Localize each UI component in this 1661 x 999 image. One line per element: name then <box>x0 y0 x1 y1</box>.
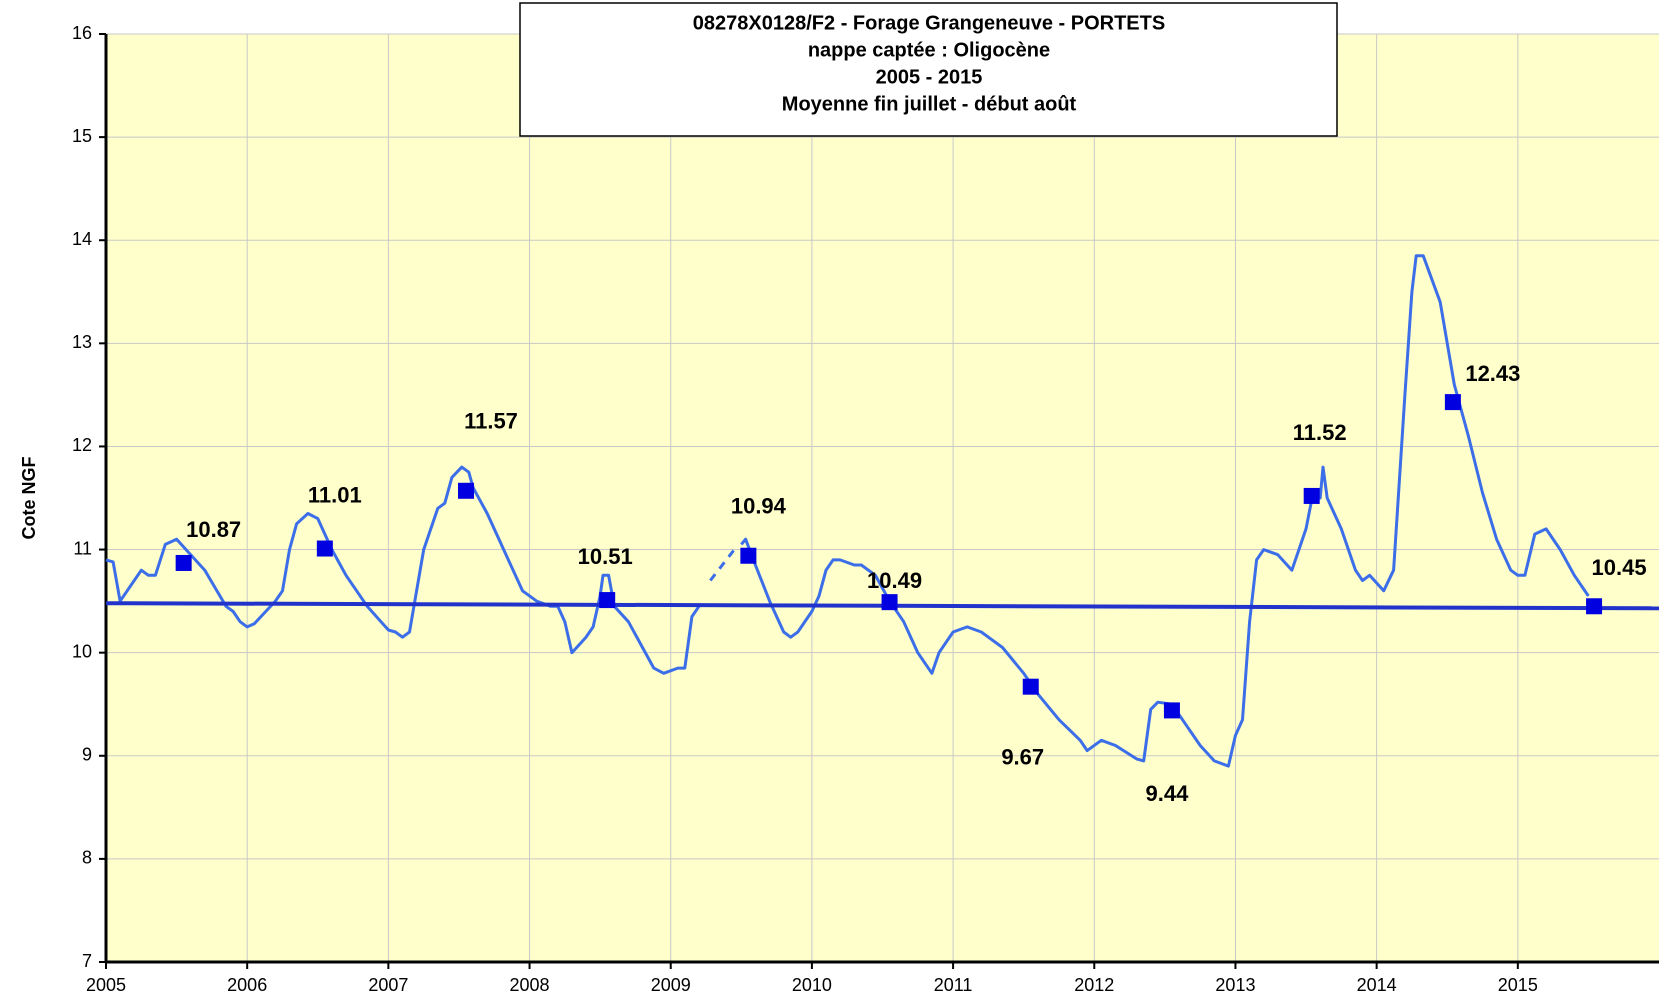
x-tick-label: 2013 <box>1215 975 1255 995</box>
x-tick-label: 2010 <box>792 975 832 995</box>
chart-title: 08278X0128/F2 - Forage Grangeneuve - POR… <box>693 12 1165 34</box>
y-tick-label: 11 <box>73 538 92 558</box>
data-line <box>105 254 1590 768</box>
data-label: 10.87 <box>186 517 241 542</box>
data-point <box>1444 394 1461 411</box>
y-tick-label: 8 <box>82 848 92 868</box>
chart-subtitle: 2005 - 2015 <box>876 66 983 88</box>
data-label: 12.43 <box>1465 361 1520 386</box>
data-label: 9.67 <box>1001 745 1044 770</box>
data-point <box>1163 702 1180 719</box>
data-point <box>1022 678 1039 695</box>
plot-area: 7 8 9 10 11 12 13 14 15 16 2005 2006 2007 2008 2009 201… <box>72 23 1660 995</box>
y-tick-label: 9 <box>82 745 92 765</box>
data-label: 10.49 <box>867 568 922 593</box>
data-point <box>599 592 616 609</box>
data-label: 11.57 <box>464 409 518 434</box>
chart-subtitle: nappe captée : Oligocène <box>808 39 1050 61</box>
data-point <box>458 482 475 499</box>
data-label: 11.01 <box>308 482 362 507</box>
x-tick-label: 2009 <box>651 975 691 995</box>
y-tick-label: 12 <box>72 435 92 455</box>
title-box <box>519 2 1338 137</box>
data-label: 10.94 <box>731 494 787 519</box>
x-tick-label: 2014 <box>1357 975 1397 995</box>
data-label: 11.52 <box>1293 420 1347 445</box>
y-tick-label: 15 <box>72 126 92 146</box>
x-tick-label: 2007 <box>368 975 408 995</box>
data-label: 10.45 <box>1592 555 1647 580</box>
y-tick-label: 13 <box>72 332 92 352</box>
data-line <box>709 548 736 582</box>
data-point <box>1303 487 1320 504</box>
chart-subtitle: Moyenne fin juillet - début août <box>782 93 1077 115</box>
data-point <box>881 594 898 611</box>
x-tick-label: 2012 <box>1074 975 1114 995</box>
x-tick-label: 2011 <box>934 975 973 995</box>
data-point <box>175 554 192 571</box>
x-tick-label: 2005 <box>86 975 126 995</box>
y-tick-label: 10 <box>72 641 92 661</box>
data-label: 10.51 <box>578 544 633 569</box>
data-label: 9.44 <box>1146 781 1190 806</box>
data-point <box>316 540 333 557</box>
x-tick-label: 2015 <box>1498 975 1538 995</box>
y-axis-label: Cote NGF <box>19 457 39 540</box>
x-tick-label: 2006 <box>227 975 267 995</box>
plot-background <box>106 34 1659 962</box>
y-tick-label: 7 <box>82 951 92 971</box>
data-point <box>1586 598 1603 615</box>
data-point <box>740 547 757 564</box>
y-tick-label: 14 <box>72 229 92 249</box>
x-tick-label: 2008 <box>510 975 550 995</box>
y-tick-label: 16 <box>72 23 92 43</box>
